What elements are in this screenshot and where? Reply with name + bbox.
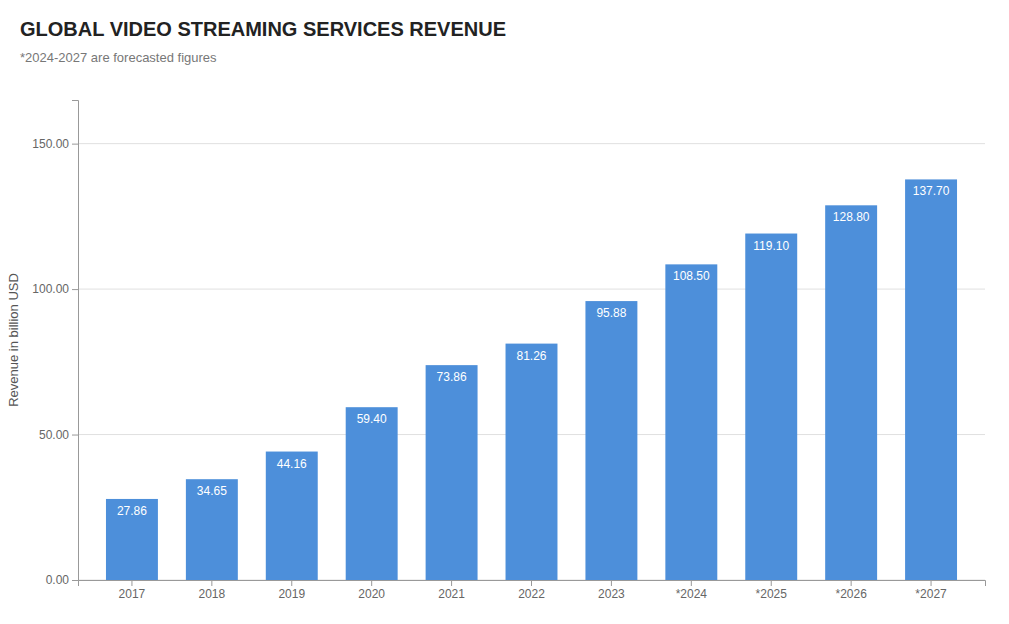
y-tick-mark	[72, 144, 78, 145]
x-tick-label: *2025	[756, 587, 788, 601]
y-tick-label: 150.00	[32, 137, 69, 151]
bar	[905, 179, 957, 580]
data-label: 137.70	[913, 184, 950, 198]
x-tick: *2024	[676, 580, 708, 601]
y-tick-mark	[72, 289, 78, 290]
x-tick: 2021	[438, 580, 465, 601]
x-tick-label: 2019	[278, 587, 305, 601]
x-tick: 2018	[199, 580, 226, 601]
y-tick-mark	[72, 435, 78, 436]
x-tick-mark	[371, 580, 372, 586]
x-tick-mark	[131, 580, 132, 586]
bars	[106, 179, 957, 580]
x-tick-mark	[931, 580, 932, 586]
bar	[426, 365, 478, 580]
y-tick-label: 0.00	[46, 573, 70, 587]
bar	[665, 264, 717, 580]
x-tick-mark	[291, 580, 292, 586]
plot: 0.00 50.00 100.00 150.00 2017 2018 2019 2020 202…	[6, 101, 986, 601]
x-tick-mark	[771, 580, 772, 586]
x-tick-mark	[531, 580, 532, 586]
x-tick: 2023	[598, 580, 625, 601]
x-tick-label: *2027	[915, 587, 947, 601]
bar	[266, 452, 318, 580]
x-tick: *2027	[915, 580, 947, 601]
x-axis-line	[79, 581, 986, 587]
data-labels: 27.86 34.65 44.16 59.40 73.86 81.26 95.88 108.5…	[117, 184, 950, 518]
y-axis: 0.00 50.00 100.00 150.00	[32, 101, 78, 588]
x-tick-label: 2017	[119, 587, 146, 601]
x-tick-mark	[691, 580, 692, 586]
data-label: 81.26	[516, 349, 546, 363]
x-tick: 2019	[278, 580, 305, 601]
bar	[346, 407, 398, 580]
subtitle: *2024-2027 are forecasted figures	[20, 50, 217, 65]
x-tick-mark	[611, 580, 612, 586]
data-label: 73.86	[437, 370, 467, 384]
data-label: 27.86	[117, 504, 147, 518]
y-axis-title: Revenue in billion USD	[6, 273, 21, 407]
x-tick-label: 2020	[358, 587, 385, 601]
bar	[585, 301, 637, 580]
bar	[745, 234, 797, 580]
data-label: 119.10	[753, 239, 789, 253]
x-tick: *2025	[756, 580, 788, 601]
x-tick-label: 2022	[518, 587, 545, 601]
x-tick: 2020	[358, 580, 385, 601]
data-label: 95.88	[596, 306, 626, 320]
x-tick-label: *2024	[676, 587, 708, 601]
x-axis: 2017 2018 2019 2020 2021 2022 2023 *2024 *2025 *2…	[79, 580, 986, 601]
bar	[186, 479, 238, 580]
x-tick-label: 2021	[438, 587, 465, 601]
y-axis-line	[72, 101, 79, 581]
chart: GLOBAL VIDEO STREAMING SERVICES REVENUE *…	[0, 0, 1009, 624]
y-tick: 0.00	[46, 573, 78, 587]
bar	[506, 344, 558, 580]
x-tick-mark	[451, 580, 452, 586]
y-tick: 50.00	[39, 428, 78, 442]
y-tick: 150.00	[32, 137, 78, 151]
grid-line	[78, 143, 985, 144]
data-label: 128.80	[833, 210, 870, 224]
data-label: 59.40	[357, 412, 387, 426]
x-tick-label: *2026	[835, 587, 867, 601]
title: GLOBAL VIDEO STREAMING SERVICES REVENUE	[20, 18, 506, 40]
data-label: 34.65	[197, 484, 227, 498]
y-tick-mark	[72, 580, 78, 581]
x-tick-label: 2023	[598, 587, 625, 601]
data-label: 108.50	[673, 269, 710, 283]
x-tick-label: 2018	[199, 587, 226, 601]
x-tick: 2022	[518, 580, 545, 601]
y-tick-label: 100.00	[32, 282, 69, 296]
grid	[78, 144, 985, 580]
x-tick: 2017	[119, 580, 146, 601]
x-tick-mark	[211, 580, 212, 586]
x-tick-mark	[851, 580, 852, 586]
y-tick: 100.00	[32, 282, 78, 296]
bar	[106, 499, 158, 580]
y-tick-label: 50.00	[39, 428, 69, 442]
data-label: 44.16	[277, 457, 307, 471]
bar	[825, 205, 877, 580]
x-tick: *2026	[835, 580, 867, 601]
